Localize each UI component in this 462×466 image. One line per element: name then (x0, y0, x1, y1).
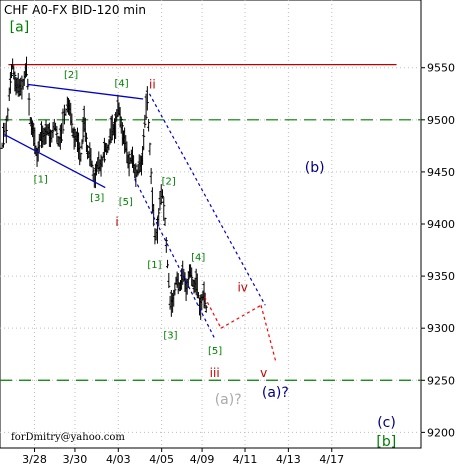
x-axis: 3/28 3/30 4/03 4/05 4/09 4/11 4/13 4/17 (22, 448, 344, 466)
wave-label: i (115, 215, 118, 229)
y-tick-label: 9550 (427, 62, 455, 75)
wave-label: [4] (115, 78, 129, 89)
wave-label: (c) (377, 415, 396, 431)
channel-line (3, 133, 106, 189)
x-tick-label: 4/17 (319, 453, 344, 466)
wave-label: [1] (34, 174, 48, 185)
projection-segment (220, 304, 262, 329)
channel-lines (3, 83, 266, 339)
wave-label: [4] (191, 252, 205, 263)
y-tick-label: 9200 (427, 426, 455, 439)
y-tick-label: 9250 (427, 374, 455, 387)
level-lines (0, 63, 421, 381)
wave-label: [3] (90, 193, 104, 204)
watermark-text: forDmitry@yahoo.com (11, 432, 125, 443)
chart-title: CHF A0-FX BID-120 min (4, 3, 146, 17)
price-bars (0, 56, 208, 320)
wave-label: (a)? (215, 392, 242, 408)
x-tick-label: 4/09 (190, 453, 215, 466)
wave-label: [2] (162, 176, 176, 187)
y-tick-label: 9500 (427, 114, 455, 127)
wave-label: (b) (305, 160, 325, 176)
projection-segment (260, 305, 277, 362)
x-tick-label: 4/11 (233, 453, 258, 466)
wave-label: [1] (147, 260, 161, 271)
wave-label: iv (237, 281, 247, 295)
x-tick-label: 4/13 (276, 453, 301, 466)
grid-lines (0, 0, 421, 448)
dashed-trendline (148, 93, 266, 306)
x-tick-label: 4/05 (149, 453, 174, 466)
wave-label: [5] (119, 197, 133, 208)
wave-label: [5] (208, 346, 222, 357)
y-tick-label: 9400 (427, 218, 455, 231)
wave-label: [b] (376, 434, 396, 450)
wave-label: (a)? (262, 385, 289, 401)
y-axis: 9550 9500 9450 9400 9350 9300 9250 9200 (421, 62, 455, 439)
y-tick-label: 9300 (427, 322, 455, 335)
x-tick-label: 3/28 (22, 453, 47, 466)
wave-label: [a] (10, 19, 30, 35)
x-tick-label: 3/30 (63, 453, 88, 466)
wave-label: v (260, 366, 267, 380)
wave-label: [2] (64, 70, 78, 81)
channel-line (27, 83, 144, 100)
x-tick-label: 4/03 (106, 453, 131, 466)
wave-labels: [a][2][4] ii[1][3] [5]i[2][1][4][3][5]ivii… (10, 19, 397, 450)
plot-area (0, 0, 422, 449)
wave-label: ii (149, 78, 156, 92)
y-tick-label: 9350 (427, 270, 455, 283)
projection-path (204, 296, 277, 362)
wave-label: iii (210, 366, 220, 380)
wave-label: [3] (163, 331, 177, 342)
y-tick-label: 9450 (427, 166, 455, 179)
